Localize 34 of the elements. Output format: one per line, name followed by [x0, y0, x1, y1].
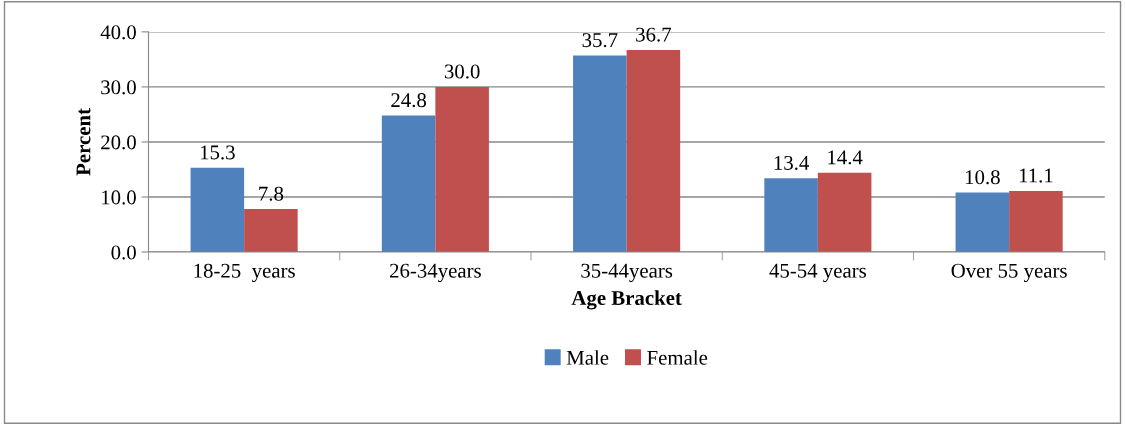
bar	[435, 86, 489, 253]
text: 15.3	[200, 145, 235, 160]
x-tick-label: 26-34years	[390, 263, 481, 283]
text: 14.4	[828, 150, 863, 165]
text: 35.7	[582, 33, 618, 48]
y-axis-title: Percent	[76, 108, 91, 176]
bar	[381, 115, 436, 253]
x-tick-label: Over 55 years	[951, 263, 1067, 283]
x-tick-label: 35-44years	[581, 263, 673, 283]
legend-label: Male	[566, 350, 609, 365]
bar	[955, 192, 1010, 253]
bar	[244, 209, 298, 253]
bar	[573, 55, 627, 253]
text: 36.7	[636, 27, 672, 42]
legend-label: Female	[647, 350, 708, 365]
text: 24.8	[391, 93, 427, 108]
text: 10.8	[965, 170, 1000, 185]
bar	[626, 50, 681, 253]
text: 11.1	[1019, 168, 1053, 183]
y-tick-label: 20.0	[101, 135, 136, 150]
y-tick-label: 10.0	[102, 190, 136, 205]
bar	[817, 172, 872, 253]
bar	[1009, 190, 1063, 253]
x-tick-label: 45-54 years	[769, 263, 866, 283]
text: 30.0	[444, 64, 480, 79]
text: 13.4	[774, 155, 809, 170]
y-tick-label: 0.0	[111, 245, 136, 260]
y-tick-label: 30.0	[101, 80, 136, 95]
bar	[190, 167, 245, 253]
y-tick-label: 40.0	[100, 25, 136, 40]
bar	[764, 178, 818, 253]
text: 7.8	[259, 186, 284, 201]
x-axis-title: Age Bracket	[571, 290, 682, 310]
x-tick-label: 18-25 years	[194, 263, 295, 283]
